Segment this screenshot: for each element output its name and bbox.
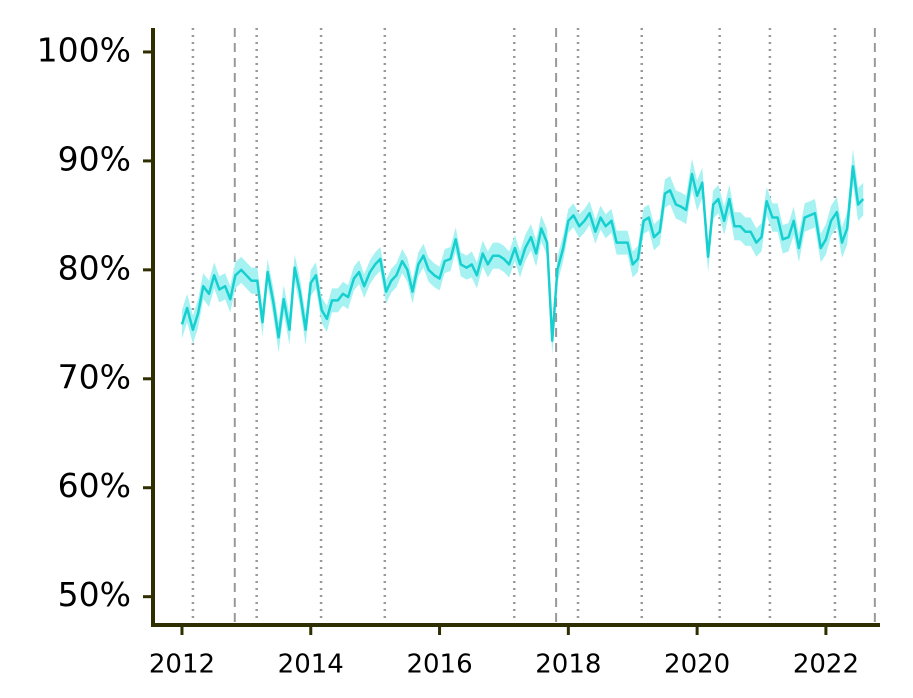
x-tick-label: 2014	[278, 650, 344, 680]
y-tick-label: 60%	[58, 466, 131, 505]
y-tick-label: 80%	[58, 248, 131, 287]
x-tick-label: 2012	[149, 650, 215, 680]
x-tick-label: 2022	[793, 650, 859, 680]
confidence-band	[181, 148, 864, 355]
y-tick-label: 90%	[58, 139, 131, 178]
y-tick-label: 70%	[58, 357, 131, 396]
x-tick-label: 2020	[664, 650, 730, 680]
x-tick-label: 2016	[406, 650, 472, 680]
y-tick-label: 100%	[37, 30, 131, 69]
y-tick-label: 50%	[58, 575, 131, 614]
line	[180, 165, 865, 342]
x-tick-label: 2018	[535, 650, 601, 680]
